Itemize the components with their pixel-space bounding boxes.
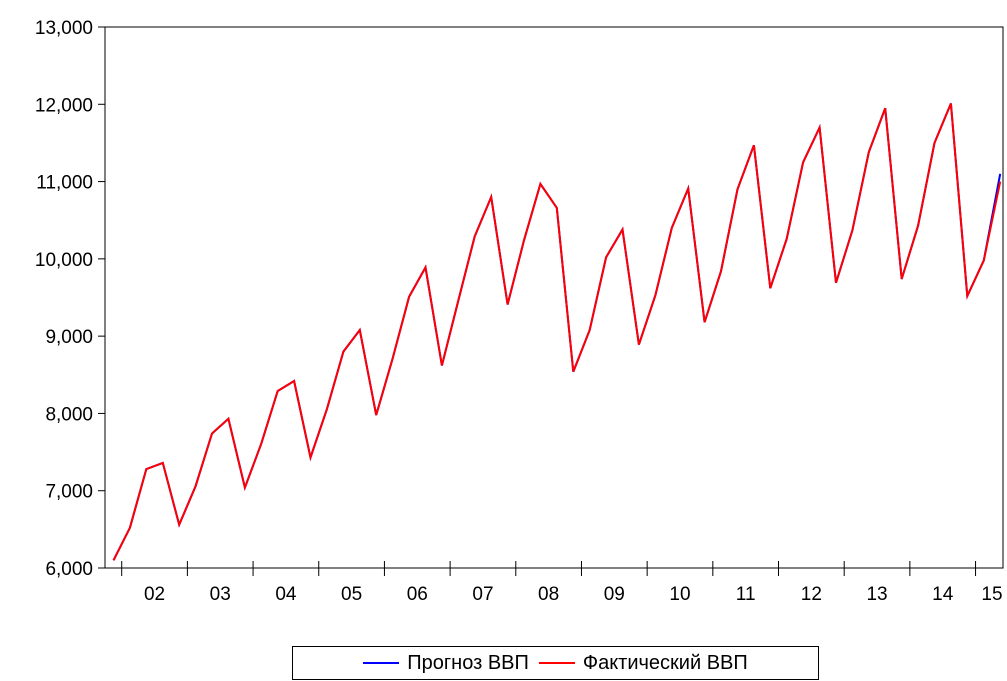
y-axis: 6,000 7,000 8,000 9,000 10,000 11,000 12,000 13… xyxy=(35,18,105,580)
x-tick-label: 14 xyxy=(932,584,954,605)
y-tick-label: 7,000 xyxy=(45,482,93,503)
legend-item-forecast: Прогноз ВВП xyxy=(363,652,529,675)
y-tick-label: 13,000 xyxy=(35,18,93,39)
x-tick-label: 02 xyxy=(144,584,165,605)
x-tick-label: 03 xyxy=(210,584,231,605)
y-tick-label: 10,000 xyxy=(35,250,93,271)
x-tick-label: 15 xyxy=(981,584,1002,605)
y-tick-label: 11,000 xyxy=(36,173,93,194)
x-axis: 02 03 04 05 06 07 08 09 10 11 12 13 14 15 xyxy=(121,561,1003,605)
legend-item-actual: Фактический ВВП xyxy=(538,651,748,675)
y-tick-label: 6,000 xyxy=(45,559,93,580)
legend-label-actual: Фактический ВВП xyxy=(582,651,748,674)
line-chart: 6,000 7,000 8,000 9,000 10,000 11,000 12,000 13… xyxy=(35,18,1004,605)
y-tick-label: 8,000 xyxy=(45,404,93,425)
series-line-forecast xyxy=(112,103,1002,561)
x-tick-label: 09 xyxy=(604,584,625,605)
x-tick-label: 08 xyxy=(538,584,559,605)
y-tick-label: 12,000 xyxy=(35,95,93,116)
x-tick-label: 12 xyxy=(801,584,822,605)
x-tick-label: 07 xyxy=(472,584,493,605)
x-tick-label: 06 xyxy=(407,584,428,605)
legend: Прогноз ВВП Фактический ВВП xyxy=(292,646,819,680)
x-tick-label: 13 xyxy=(866,584,887,605)
y-tick-label: 9,000 xyxy=(45,327,93,348)
legend-label-forecast: Прогноз ВВП xyxy=(407,651,529,674)
x-tick-label: 10 xyxy=(669,584,690,605)
x-tick-label: 11 xyxy=(736,584,756,605)
series-layer xyxy=(112,103,1002,561)
x-tick-label: 05 xyxy=(341,584,362,605)
legend-swatch-actual xyxy=(538,662,575,664)
x-tick-label: 04 xyxy=(275,584,297,605)
series-line-actual xyxy=(112,103,1002,561)
plot-frame xyxy=(104,26,1004,569)
legend-swatch-forecast xyxy=(363,662,400,664)
